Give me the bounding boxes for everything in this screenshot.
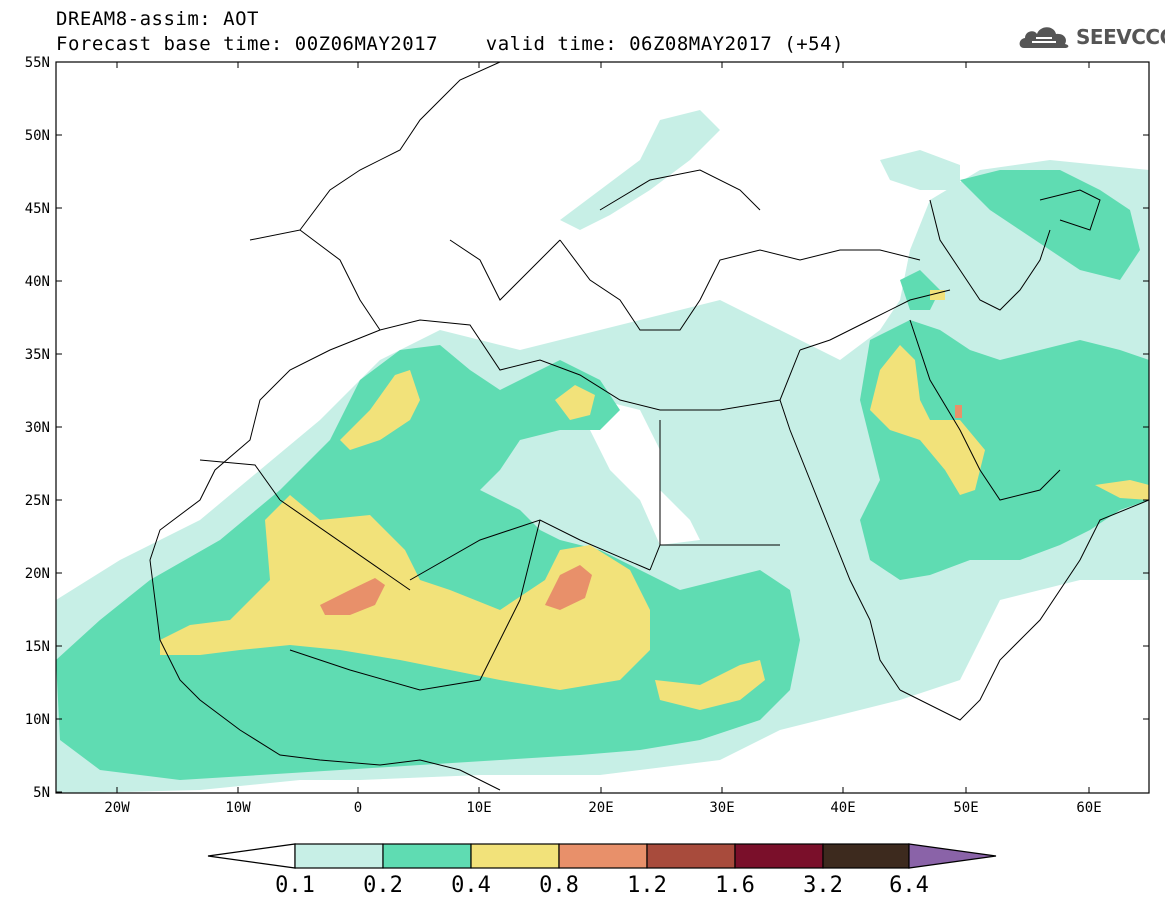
colorbar-segment [470, 843, 560, 869]
lat-label: 55N [25, 55, 50, 71]
colorbar [207, 843, 997, 869]
colorbar-segment [822, 843, 910, 869]
colorbar-label: 6.4 [889, 873, 929, 898]
lat-label: 5N [33, 785, 50, 801]
lon-label: 50E [953, 800, 978, 816]
forecast-time-subtitle: Forecast base time: 00Z06MAY2017 valid t… [56, 33, 844, 55]
aot-band-0.8-1.2 [320, 405, 962, 615]
coastlines-and-borders [149, 62, 1149, 791]
colorbar-label: 1.2 [627, 873, 667, 898]
lon-label: 20W [104, 800, 130, 816]
lat-label: 30N [25, 420, 50, 436]
colorbar-segment [558, 843, 648, 869]
colorbar-label: 3.2 [803, 873, 843, 898]
cloud-logo-icon [1019, 27, 1069, 48]
lon-label: 60E [1076, 800, 1101, 816]
colorbar-label: 0.1 [275, 873, 315, 898]
lat-label: 40N [25, 274, 50, 290]
colorbar-label: 0.2 [363, 873, 403, 898]
lon-label: 20E [588, 800, 613, 816]
lat-label: 10N [25, 712, 50, 728]
colorbar-segment [207, 843, 296, 869]
aot-field [56, 62, 1149, 793]
logo-text: SEEVCCC [1076, 25, 1165, 49]
lat-label: 20N [25, 566, 50, 582]
colorbar-segment [908, 843, 997, 869]
lat-label: 35N [25, 347, 50, 363]
lon-label: 30E [709, 800, 734, 816]
aot-band-0.4-0.8 [160, 290, 1149, 710]
colorbar-segment [734, 843, 824, 869]
lat-label: 50N [25, 128, 50, 144]
colorbar-label: 0.8 [539, 873, 579, 898]
lon-label: 10E [466, 800, 491, 816]
colorbar-segment [382, 843, 472, 869]
colorbar-segment [646, 843, 736, 869]
lon-label: 0 [354, 800, 362, 816]
colorbar-label: 0.4 [451, 873, 491, 898]
lat-label: 45N [25, 201, 50, 217]
seevccc-logo: SEEVCCC [1018, 22, 1165, 52]
colorbar-label: 1.6 [715, 873, 755, 898]
longitude-axis: 20W 10W 0 10E 20E 30E 40E 50E 60E [104, 62, 1102, 816]
colorbar-labels: 0.1 0.2 0.4 0.8 1.2 1.6 3.2 6.4 [275, 873, 929, 898]
colorbar-segment [294, 843, 384, 869]
map-title: DREAM8-assim: AOT [56, 8, 259, 30]
lat-label: 15N [25, 639, 50, 655]
lon-label: 40E [830, 800, 855, 816]
lat-label: 25N [25, 493, 50, 509]
lon-label: 10W [225, 800, 251, 816]
latitude-axis: 55N 50N 45N 40N 35N 30N 25N 20N 15N 10N … [25, 55, 1149, 801]
